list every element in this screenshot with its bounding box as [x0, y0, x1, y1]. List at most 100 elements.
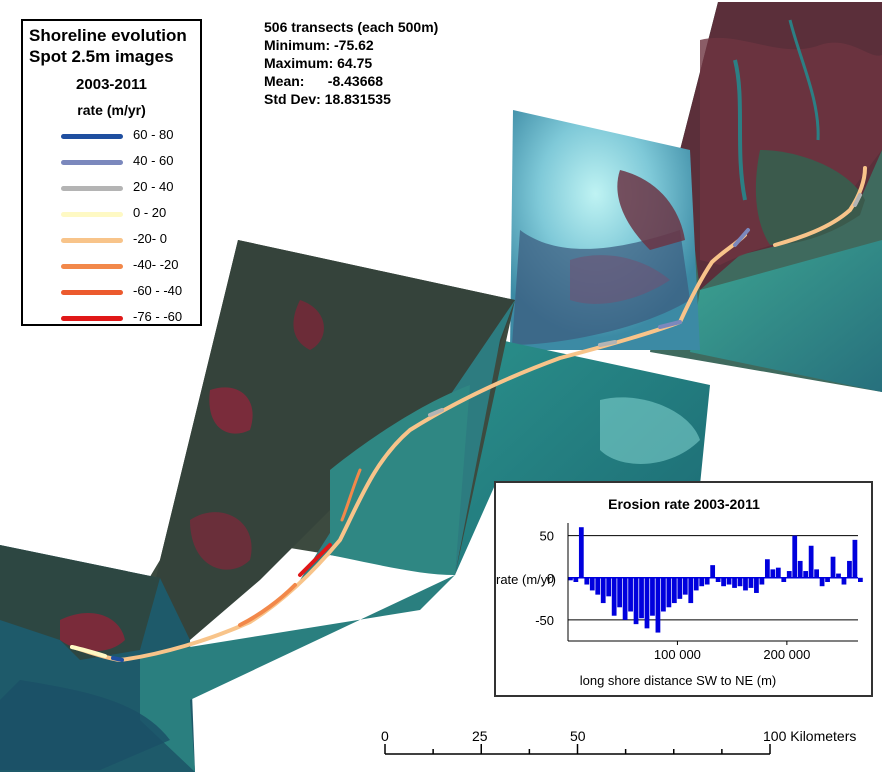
chart-bar — [589, 577, 595, 591]
legend-title-line1: Shoreline evolution — [29, 26, 187, 45]
chart-bar — [847, 560, 852, 578]
chart-x-tick-label: 200 000 — [763, 647, 810, 662]
stats-maximum: Maximum: 64.75 — [264, 55, 373, 71]
erosion-rate-chart: Erosion rate 2003-2011 50 0 -50 100 000 200 … — [496, 496, 863, 688]
legend-swatch — [61, 212, 123, 217]
chart-bar — [633, 577, 639, 625]
chart-bar — [671, 577, 677, 604]
chart-bar — [699, 577, 705, 587]
chart-bar — [611, 577, 617, 616]
chart-bar — [775, 567, 781, 578]
legend-swatch — [61, 134, 123, 139]
chart-bar — [786, 571, 792, 578]
erosion-rate-chart-panel: Erosion rate 2003-2011 50 0 -50 100 000 200 … — [494, 481, 873, 697]
chart-bar — [600, 577, 606, 604]
chart-bar — [622, 577, 628, 620]
satellite-scene-cloudy — [510, 110, 700, 350]
chart-xlabel: long shore distance SW to NE (m) — [580, 673, 777, 688]
chart-bar — [830, 556, 836, 578]
stats-minimum: Minimum: -75.62 — [264, 37, 374, 53]
map-legend: Shoreline evolution Spot 2.5m images 200… — [21, 19, 202, 326]
chart-bar — [704, 577, 710, 585]
legend-class-label: 60 - 80 — [133, 127, 174, 142]
legend-swatch — [61, 238, 123, 243]
legend-unit: rate (m/yr) — [77, 102, 146, 118]
chart-bar — [628, 577, 633, 612]
chart-bar — [666, 577, 672, 608]
chart-bar — [639, 577, 644, 619]
scale-label-25: 25 — [472, 728, 488, 744]
chart-bar — [819, 577, 825, 587]
chart-bar — [759, 577, 765, 585]
chart-y-tick-label: 50 — [540, 529, 554, 544]
chart-bar — [852, 539, 858, 578]
satellite-scene-east — [650, 2, 882, 392]
legend-swatch — [61, 290, 123, 295]
chart-y-tick-label: -50 — [535, 613, 554, 628]
scale-label-0: 0 — [381, 728, 389, 744]
chart-bar — [781, 577, 787, 582]
chart-bar — [573, 577, 579, 582]
chart-bar — [803, 571, 809, 578]
chart-bar — [677, 577, 683, 599]
chart-bar — [825, 577, 830, 582]
chart-bar — [584, 577, 590, 585]
legend-class-label: 40 - 60 — [133, 153, 174, 168]
transect-statistics: 506 transects (each 500m) Minimum: -75.6… — [264, 18, 438, 108]
chart-bar — [836, 573, 841, 578]
chart-bar — [792, 535, 798, 578]
chart-bar — [814, 569, 819, 578]
chart-bar — [688, 577, 694, 604]
chart-bar — [682, 577, 688, 595]
chart-bar — [606, 577, 612, 597]
stats-mean: Mean: -8.43668 — [264, 73, 384, 89]
satellite-scene-southwest — [0, 545, 455, 772]
chart-bar — [715, 577, 721, 582]
legend-class-label: -76 - -60 — [133, 309, 183, 324]
chart-y-tick-label: 0 — [547, 571, 554, 586]
shoreline-transects — [70, 166, 867, 663]
chart-bar — [650, 577, 655, 616]
chart-bar — [737, 577, 743, 587]
legend-swatch — [61, 316, 123, 321]
chart-bar — [797, 560, 803, 578]
stats-std-dev: Std Dev: 18.831535 — [264, 91, 391, 107]
legend-swatch — [61, 160, 123, 165]
chart-bar — [764, 559, 770, 578]
legend-class-label: 0 - 20 — [133, 205, 167, 220]
chart-bar — [693, 577, 699, 591]
chart-bar — [732, 577, 737, 588]
chart-bar — [726, 577, 732, 585]
chart-bar — [568, 577, 573, 581]
chart-title: Erosion rate 2003-2011 — [608, 496, 760, 512]
legend-class-label: -20- 0 — [133, 231, 167, 246]
satellite-scene-sea — [455, 340, 710, 575]
chart-bar — [595, 577, 601, 595]
chart-bar — [661, 577, 666, 612]
scale-label-50: 50 — [570, 728, 586, 744]
chart-x-tick-label: 100 000 — [654, 647, 701, 662]
chart-bar — [617, 577, 623, 608]
legend-swatch — [61, 264, 123, 269]
scale-label-100: 100 Kilometers — [763, 728, 856, 744]
chart-bar — [858, 577, 863, 582]
chart-bar — [710, 565, 716, 578]
scale-bar: 0 25 50 100 Kilometers — [381, 728, 856, 755]
chart-bar — [754, 577, 759, 593]
chart-bar — [743, 577, 748, 591]
legend-period: 2003-2011 — [76, 76, 147, 93]
legend-class-label: 20 - 40 — [133, 179, 174, 194]
chart-bar — [770, 569, 776, 578]
legend-swatch — [61, 186, 123, 191]
chart-bar — [841, 577, 847, 585]
chart-bar — [655, 577, 661, 633]
legend-class-label: -40- -20 — [133, 257, 179, 272]
stats-transects: 506 transects (each 500m) — [264, 19, 439, 35]
chart-bar — [578, 527, 584, 578]
chart-bar — [748, 577, 754, 588]
chart-ylabel: rate (m/yr) — [496, 572, 556, 587]
legend-title-line2: Spot 2.5m images — [29, 47, 174, 66]
chart-bar — [721, 577, 726, 587]
chart-bar — [808, 545, 814, 578]
